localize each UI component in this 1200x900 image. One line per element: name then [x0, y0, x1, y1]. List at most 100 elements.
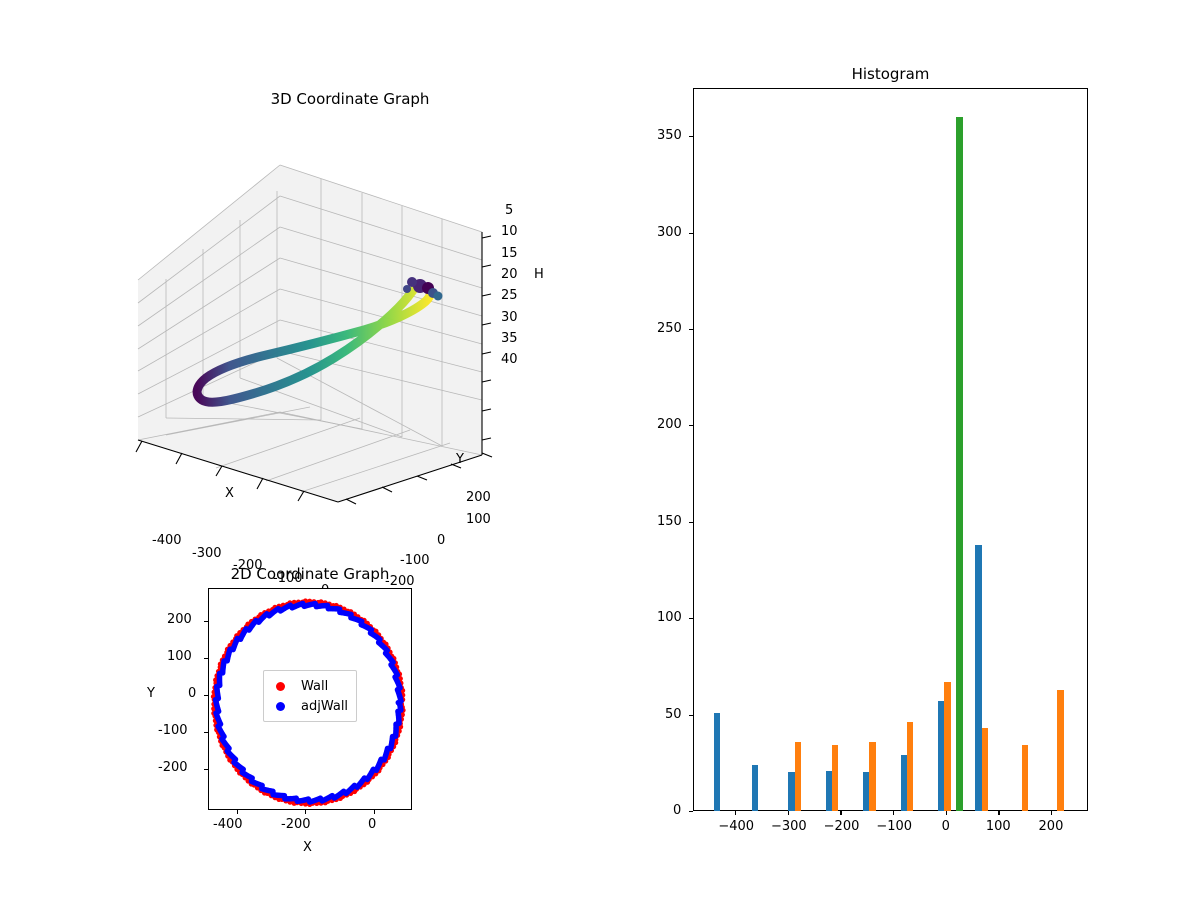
- plot2d-xtick-mark: [374, 810, 376, 814]
- plot3d-xtick-3: -100: [273, 571, 303, 586]
- plot2d-ytick-3: 100: [167, 649, 192, 664]
- histogram-bar: [975, 544, 982, 811]
- histogram-xtick-label: −400: [718, 819, 755, 834]
- histogram-bar: [906, 722, 914, 811]
- plot3d-xtick-0: -400: [152, 533, 182, 548]
- histogram-bar: [937, 701, 945, 811]
- plot2d-canvas: [210, 598, 406, 808]
- histogram-ytick-label: 150: [657, 513, 682, 529]
- histogram-ytick-mark: [689, 232, 693, 234]
- adjwall-marker-icon: [276, 701, 285, 711]
- plot2d-xtick-0: -400: [213, 817, 243, 832]
- wall-marker-icon: [276, 681, 285, 691]
- plot2d-point-adjwall: [396, 701, 403, 707]
- histogram-ytick-mark: [689, 714, 693, 716]
- plot2d-ytick-4: 200: [167, 612, 192, 627]
- histogram-title: Histogram: [851, 65, 930, 83]
- plot2d-xtick-mark: [305, 810, 307, 814]
- legend-label-wall: Wall: [301, 678, 329, 694]
- plot3d-ztick-7: 40: [501, 352, 518, 367]
- plot3d-ztick-1: 10: [501, 224, 518, 239]
- plot3d-z-ticks: [481, 235, 492, 441]
- histogram-ytick-label: 200: [657, 417, 682, 433]
- plot3d-ytick-4: 200: [466, 490, 491, 505]
- histogram-ytick-mark: [689, 618, 693, 620]
- plot3d-axes[interactable]: [120, 110, 580, 520]
- histogram-xtick-label: −200: [823, 819, 860, 834]
- plot3d-ztick-4: 25: [501, 288, 518, 303]
- plot2d-ytick-mark: [204, 769, 208, 771]
- histogram-xtick-label: −300: [771, 819, 807, 834]
- plot3d-ylabel: Y: [456, 452, 464, 467]
- histogram-ytick-mark: [689, 136, 693, 138]
- histogram-bar: [832, 745, 839, 811]
- histogram-xtick-label: 0: [941, 819, 950, 834]
- histogram-bar: [1057, 689, 1064, 811]
- plot2d-frame: [208, 588, 412, 810]
- plot2d-xtick-mark: [237, 810, 239, 814]
- histogram-bar: [1021, 745, 1028, 811]
- plot3d-zlabel: H: [534, 267, 544, 282]
- histogram-xtick-mark: [840, 811, 842, 815]
- plot3d-ytick-1: -100: [400, 553, 430, 568]
- histogram-ytick-label: 250: [657, 321, 682, 336]
- histogram-bar: [825, 770, 833, 811]
- histogram-bar: [863, 772, 870, 811]
- histogram-bars: [693, 88, 1088, 811]
- plot3d-gridlines: [137, 164, 483, 493]
- plot2d-ytick-mark: [204, 621, 208, 623]
- plot3d-y-ticks: [345, 452, 493, 505]
- histogram-axes[interactable]: [689, 88, 1088, 815]
- plot3d-ytick-3: 100: [466, 512, 491, 527]
- plot2d-title: 2D Coordinate Graph: [230, 565, 390, 583]
- histogram-xtick-label: −100: [876, 819, 913, 834]
- histogram-bar: [788, 772, 795, 811]
- plot2d-xtick-1: -200: [281, 817, 311, 832]
- histogram-bar: [944, 681, 951, 811]
- plot2d-ytick-0: -200: [158, 760, 188, 775]
- plot3d-xtick-2: -200: [233, 558, 263, 573]
- plot2d-legend[interactable]: Wall adjWall: [263, 670, 358, 722]
- plot2d-xlabel: X: [303, 840, 312, 855]
- plot3d-xlabel: X: [225, 486, 234, 501]
- plot3d-xtick-1: -300: [192, 546, 222, 561]
- legend-entry-adjwall: adjWall: [270, 696, 348, 716]
- plot2d-ytick-1: -100: [158, 723, 188, 738]
- plot2d-xtick-2: 0: [368, 817, 377, 832]
- plot3d-panes: [138, 165, 482, 502]
- legend-entry-wall: Wall: [270, 676, 348, 696]
- plot3d-x-ticks: [135, 440, 305, 502]
- plot3d-ztick-3: 20: [501, 267, 518, 282]
- plot2d-ylabel: Y: [147, 686, 155, 701]
- histogram-ytick-label: 50: [665, 706, 682, 722]
- histogram-bar: [751, 764, 759, 811]
- histogram-bar: [981, 728, 988, 811]
- histogram-xtick-mark: [1051, 811, 1053, 815]
- histogram-xtick-mark: [735, 811, 737, 815]
- legend-label-adjwall: adjWall: [301, 698, 349, 714]
- histogram-ytick-label: 350: [657, 128, 682, 144]
- histogram-bar: [713, 712, 720, 811]
- plot2d-ytick-mark: [204, 732, 208, 734]
- plot3d-ytick-2: 0: [437, 533, 446, 548]
- histogram-bar: [956, 116, 963, 811]
- histogram-xtick-mark: [893, 811, 895, 815]
- plot3d-ztick-6: 35: [501, 331, 518, 346]
- histogram-ytick-mark: [689, 521, 693, 523]
- histogram-xtick-mark: [998, 811, 1000, 815]
- histogram-ytick-mark: [689, 811, 693, 813]
- plot2d-axes[interactable]: [204, 588, 412, 814]
- histogram-ytick-label: 100: [657, 610, 682, 626]
- histogram-xtick-mark: [787, 811, 789, 815]
- plot3d-ztick-5: 30: [501, 310, 518, 325]
- plot3d-ztick-0: 5: [505, 203, 514, 218]
- histogram-ytick-label: 300: [657, 224, 682, 240]
- histogram-ytick-mark: [689, 329, 693, 331]
- plot3d-ytick-0: -200: [385, 574, 415, 589]
- histogram-bar: [794, 741, 801, 811]
- histogram-ytick-label: 0: [673, 803, 682, 818]
- plot3d-spines: [137, 232, 483, 503]
- histogram-ytick-mark: [689, 425, 693, 427]
- plot2d-ytick-mark: [204, 695, 208, 697]
- histogram-xtick-label: 200: [1038, 819, 1064, 834]
